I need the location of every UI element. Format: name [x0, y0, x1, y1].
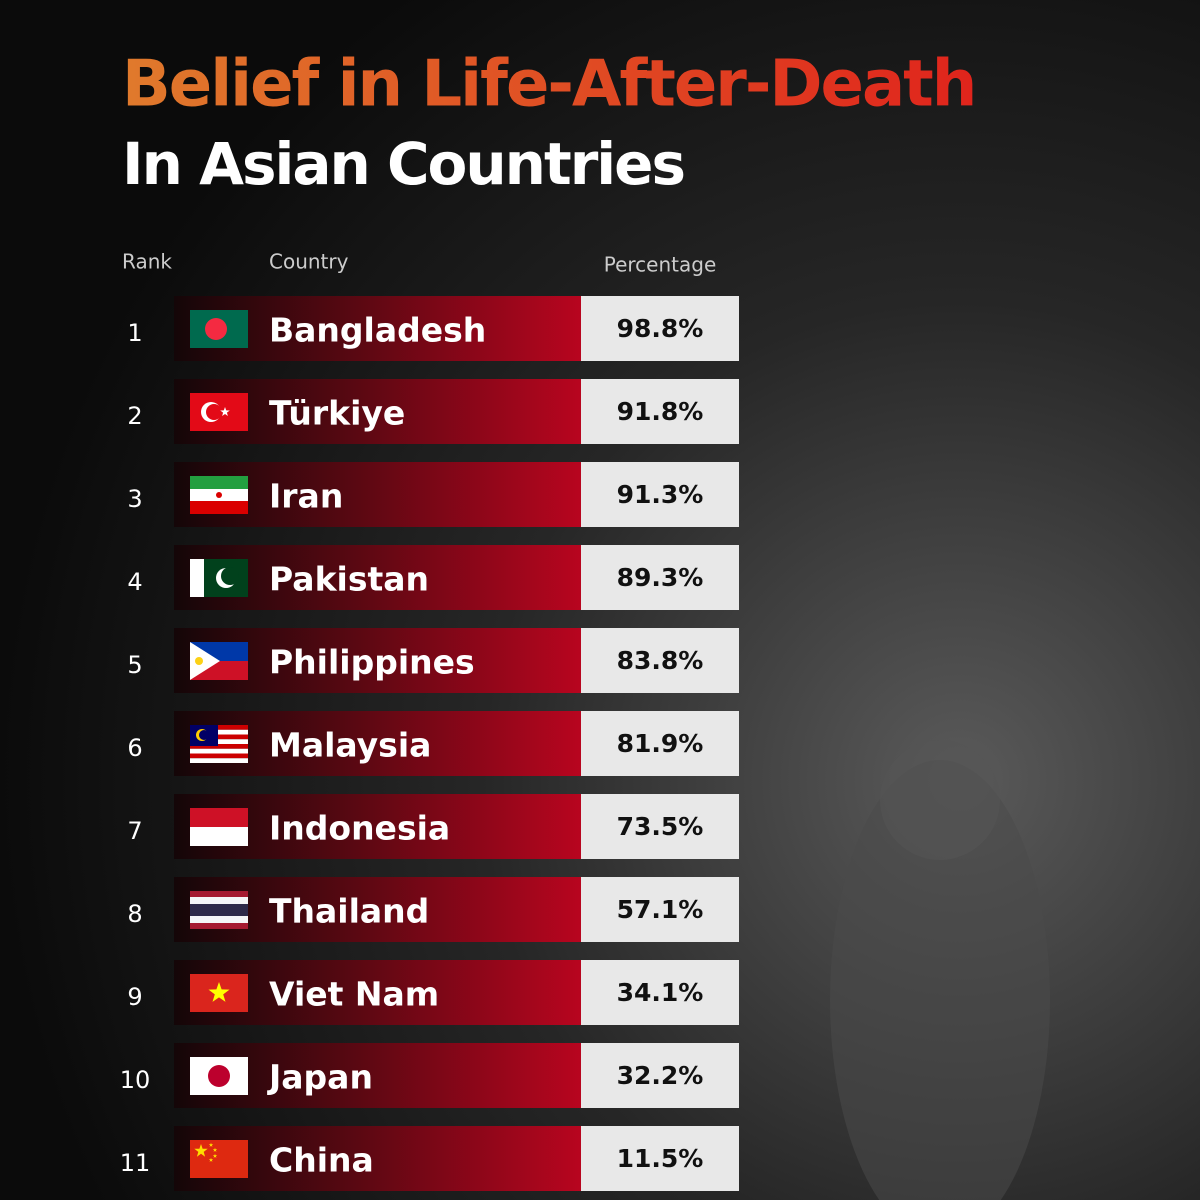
flag-part [190, 734, 248, 740]
flag [190, 1140, 248, 1178]
flag-part [190, 916, 248, 923]
flag-part [190, 744, 248, 749]
subtitle: In Asian Countries [122, 130, 684, 198]
country-name: Indonesia [269, 809, 450, 848]
flag-part [190, 923, 248, 929]
rank: 10 [120, 1066, 151, 1094]
flag-part [216, 492, 222, 498]
rank: 5 [127, 651, 142, 679]
flag [190, 725, 248, 763]
flag-part [199, 730, 209, 740]
flag-part [190, 729, 248, 735]
country-name: Türkiye [269, 394, 405, 433]
title: Belief in Life-After-Death [122, 48, 975, 122]
rank: 3 [127, 485, 142, 513]
percentage-box [581, 545, 739, 610]
flag [190, 1057, 248, 1095]
flag-part [190, 897, 248, 904]
rank: 7 [127, 817, 142, 845]
flag-part [190, 758, 248, 763]
flag-part [190, 827, 248, 846]
country-name: Pakistan [269, 560, 429, 599]
flag [190, 808, 248, 846]
percentage: 83.8% [617, 646, 704, 675]
percentage: 11.5% [617, 1144, 704, 1173]
flag-part [190, 748, 248, 754]
flag [190, 642, 248, 680]
figure-head [880, 740, 1000, 860]
country-name: Philippines [269, 643, 475, 682]
flag [190, 559, 248, 597]
flag [190, 891, 248, 929]
flag [190, 974, 248, 1012]
flag-part [190, 642, 220, 680]
flag-part [190, 739, 248, 744]
flag-part [220, 407, 230, 416]
flag-part [206, 404, 222, 420]
percentage-box [581, 711, 739, 776]
column-header: Country [269, 250, 349, 274]
percentage-box [581, 628, 739, 693]
percentage: 89.3% [617, 563, 704, 592]
column-header: Percentage [604, 253, 717, 277]
flag-part [208, 1142, 214, 1147]
percentage-box [581, 1126, 739, 1191]
percentage: 73.5% [617, 812, 704, 841]
percentage: 91.8% [617, 397, 704, 426]
percentage: 32.2% [617, 1061, 704, 1090]
rank: 6 [127, 734, 142, 762]
country-name: Viet Nam [269, 975, 439, 1014]
percentage: 34.1% [617, 978, 704, 1007]
flag-part [208, 982, 230, 1002]
percentage-box [581, 877, 739, 942]
percentage-box [581, 1043, 739, 1108]
flag [190, 393, 248, 431]
flag-part [190, 904, 248, 916]
flag-part [208, 1065, 230, 1087]
rank: 8 [127, 900, 142, 928]
flag-part [190, 808, 248, 827]
rank: 4 [127, 568, 142, 596]
percentage-box [581, 379, 739, 444]
column-header: Rank [122, 250, 172, 274]
flag-part [221, 567, 239, 585]
flag-part [190, 1140, 248, 1178]
flag-part [190, 501, 248, 514]
percentage: 98.8% [617, 314, 704, 343]
flag-part [190, 559, 204, 597]
rank: 1 [127, 319, 142, 347]
percentage-box [581, 960, 739, 1025]
rank: 11 [120, 1149, 151, 1177]
flag-part [205, 318, 227, 340]
percentage: 91.3% [617, 480, 704, 509]
flag-part [212, 1147, 218, 1152]
percentage-box [581, 462, 739, 527]
country-name: Iran [269, 477, 343, 516]
flag [190, 310, 248, 348]
percentage: 81.9% [617, 729, 704, 758]
rank: 9 [127, 983, 142, 1011]
flag [190, 476, 248, 514]
country-name: Malaysia [269, 726, 431, 765]
figure-silhouette [830, 760, 1050, 1200]
percentage-box [581, 794, 739, 859]
country-name: Bangladesh [269, 311, 486, 350]
flag-part [190, 725, 248, 730]
flag-part [190, 476, 248, 489]
country-name: Thailand [269, 892, 429, 931]
flag-part [190, 891, 248, 897]
flag-part [195, 657, 203, 665]
percentage: 57.1% [617, 895, 704, 924]
flag-part [208, 1157, 214, 1162]
flag-part [194, 1144, 208, 1157]
country-name: China [269, 1141, 374, 1180]
percentage-box [581, 296, 739, 361]
country-name: Japan [267, 1058, 373, 1097]
flag-part [190, 753, 248, 759]
flag-part [212, 1153, 218, 1158]
rank: 2 [127, 402, 142, 430]
